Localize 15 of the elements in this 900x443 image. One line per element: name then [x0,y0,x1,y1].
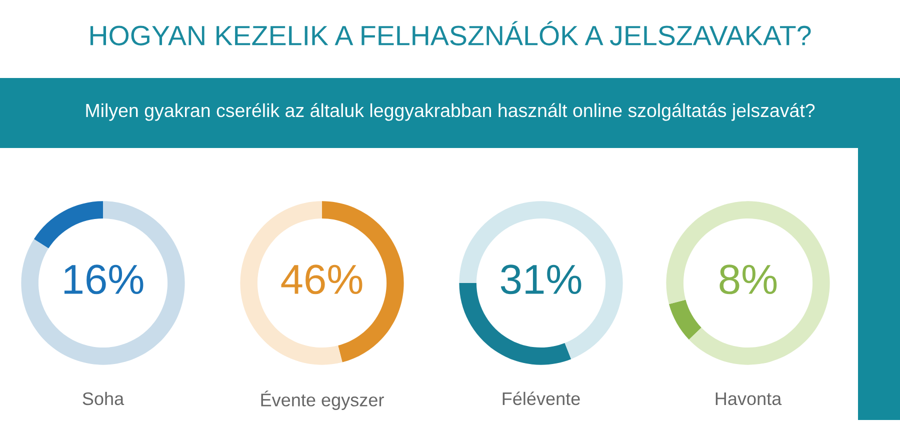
donut-slice [666,201,830,365]
text: Évente egyszer [261,390,384,410]
text: 16% [64,264,144,294]
text: 31% [500,264,582,294]
donut-slice [459,201,623,360]
text: Félévente [502,392,580,406]
donut-slice [34,201,103,248]
text: Soha [82,392,124,406]
text: 8% [720,264,777,294]
donut-slice [21,201,185,365]
text: Milyen gyakran cserélik az általuk leggyakrabban használt online szolgáltatás jelszavát? [86,103,815,121]
text: Havonta [716,392,782,406]
text: HOGYAN KEZELIK A FELHASZNÁLÓK A JELSZAVAKAT? [90,21,811,46]
donut-slice [668,300,702,340]
text: 46% [281,264,362,294]
